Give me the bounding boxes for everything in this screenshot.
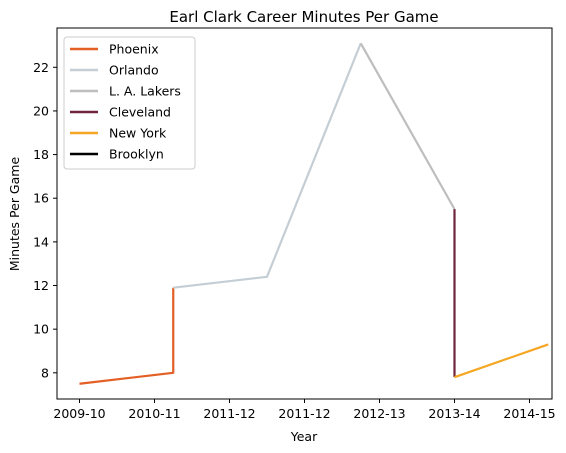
y-axis: 8 10 12 14 16 18 20 22: [33, 60, 57, 380]
legend-label: Cleveland: [109, 105, 171, 120]
y-axis-title: Minutes Per Game: [7, 157, 22, 272]
x-tick-label: 2011-12: [203, 406, 255, 421]
legend-label: Phoenix: [109, 42, 159, 57]
legend-label: L. A. Lakers: [109, 84, 181, 99]
series-line-0: [79, 287, 175, 385]
x-tick-label: 2013-14: [428, 406, 480, 421]
series-line-4: [454, 343, 549, 379]
y-tick-label: 16: [33, 191, 49, 206]
y-tick-label: 12: [33, 278, 49, 293]
legend-label: Orlando: [109, 63, 159, 78]
x-tick-label: 2012-13: [353, 406, 405, 421]
legend-label: Brooklyn: [109, 147, 164, 162]
x-tick-label: 2009-10: [53, 406, 105, 421]
x-tick-label: 2011-12: [278, 406, 330, 421]
series-lines: [79, 42, 549, 385]
legend: Phoenix Orlando L. A. Lakers Cleveland New Y…: [63, 36, 196, 170]
plot-area-frame: [56, 27, 553, 400]
x-tick-label: 2014-15: [503, 406, 555, 421]
y-tick-label: 20: [33, 103, 49, 118]
series-line-1: [173, 42, 362, 289]
y-tick-label: 18: [33, 147, 49, 162]
x-axis: 2009-10 2010-11 2011-12 2011-12 2012-13 2013-…: [53, 399, 556, 421]
x-axis-title: Year: [290, 429, 318, 444]
chart-title: Earl Clark Career Minutes Per Game: [169, 8, 438, 26]
y-tick-label: 22: [33, 60, 49, 75]
legend-label: New York: [109, 126, 167, 141]
y-tick-label: 14: [33, 234, 49, 249]
series-line-2: [359, 42, 456, 210]
y-tick-label: 10: [33, 322, 49, 337]
x-tick-label: 2010-11: [128, 406, 180, 421]
y-tick-label: 8: [41, 365, 49, 380]
